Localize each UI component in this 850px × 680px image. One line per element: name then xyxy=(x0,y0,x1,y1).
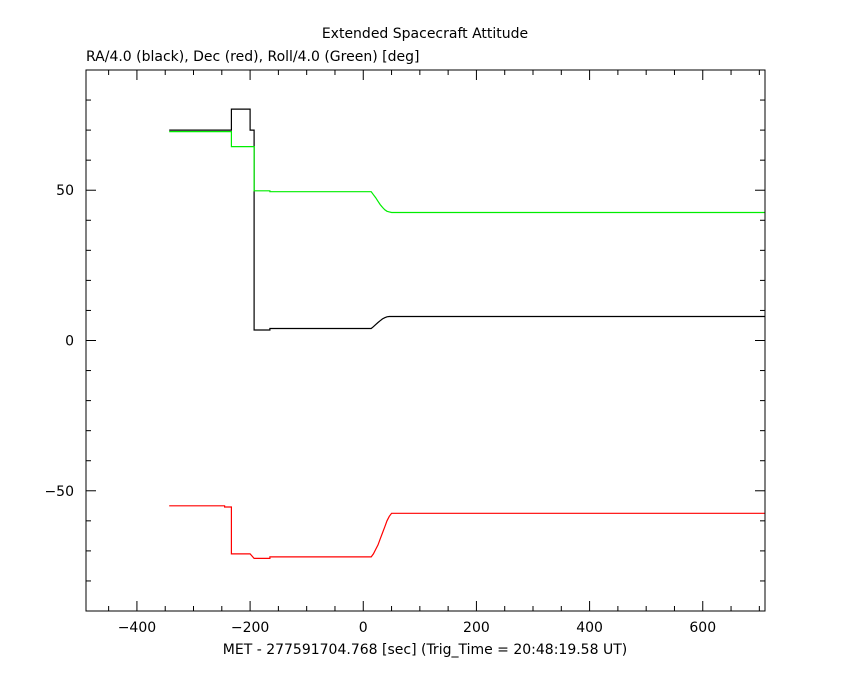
x-tick-label: −400 xyxy=(118,620,156,636)
series-line-1 xyxy=(169,505,765,560)
chart-subtitle: RA/4.0 (black), Dec (red), Roll/4.0 (Gre… xyxy=(86,49,419,65)
series-line-0 xyxy=(169,108,765,331)
ticks-layer: −400 −200 0 200 400 600 −50 0 50 xyxy=(44,69,765,636)
x-axis-label: MET - 277591704.768 [sec] (Trig_Time = 2… xyxy=(223,642,627,658)
series-line-2 xyxy=(169,131,765,214)
x-tick-label: 0 xyxy=(359,620,368,636)
x-tick-label: 200 xyxy=(463,620,490,636)
y-tick-label: −50 xyxy=(44,484,74,500)
chart-title: Extended Spacecraft Attitude xyxy=(322,26,528,42)
x-tick-label: 400 xyxy=(576,620,603,636)
x-tick-label: 600 xyxy=(689,620,716,636)
y-tick-label: 0 xyxy=(65,334,74,350)
x-tick-label: −200 xyxy=(231,620,269,636)
plot-frame xyxy=(85,69,766,612)
series-layer xyxy=(169,108,765,560)
y-tick-label: 50 xyxy=(56,183,74,199)
